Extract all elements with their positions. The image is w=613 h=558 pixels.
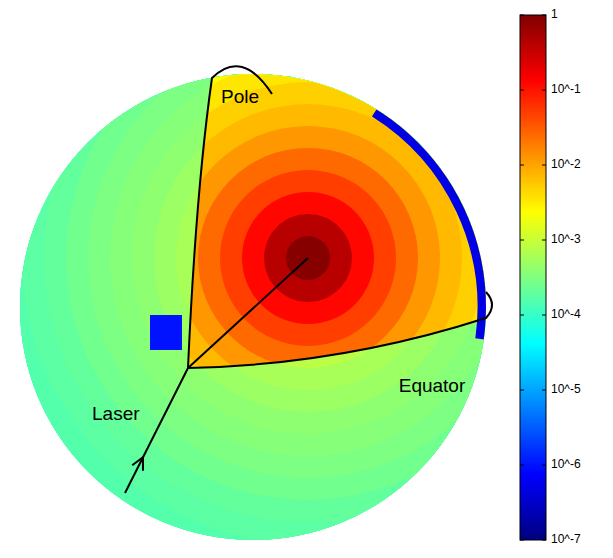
colorbar-tick [520,165,524,166]
entry-patch [150,315,182,350]
heat-ring [22,0,594,544]
laser-arrow [132,457,143,470]
colorbar-tick [542,15,546,16]
heat-ring [176,126,440,390]
heat-ring [0,0,613,558]
heat-ring [110,60,506,456]
rim-band [374,113,482,339]
heat-ring [0,0,613,558]
heat-ring [176,126,440,390]
colorbar-tick [542,90,546,91]
heat-ring [0,0,613,558]
colorbar-tick-label: 10^-6 [551,457,581,471]
heat-ring [88,38,528,478]
heat-ring [66,16,550,500]
heat-ring [0,0,613,558]
shadow-rings [0,0,613,558]
colorbar-tick [520,315,524,316]
colorbar-tick [542,240,546,241]
colorbar-tick [520,15,524,16]
heat-ring [66,16,550,500]
heat-ring [0,0,613,558]
colorbar-tick [520,465,524,466]
colorbar-tick [542,315,546,316]
colorbar-tick-label: 1 [551,7,558,21]
colorbar-tick [520,240,524,241]
pole-label: Pole [221,86,259,107]
colorbar-tick [520,390,524,391]
colorbar-tick [542,165,546,166]
axis-line [188,258,308,368]
colorbar-tick [542,390,546,391]
colorbar-tick-label: 10^-4 [551,307,581,321]
colorbar-tick-label: 10^-2 [551,157,581,171]
heat-ring [0,0,613,558]
colorbar-tick [520,90,524,91]
colorbar-tick-label: 10^-1 [551,82,581,96]
lit-rings [0,0,613,558]
heat-ring [132,82,484,434]
heat-ring [0,0,613,558]
rim-group [150,113,482,350]
heat-ring [132,82,484,434]
equator-label: Equator [399,375,466,396]
pole-line [188,66,272,368]
colorbar-tick-label: 10^-7 [551,532,581,546]
heat-ring [0,0,613,558]
laser-line [125,368,188,493]
colorbar-tick-label: 10^-3 [551,232,581,246]
colorbar-tick [520,540,524,541]
lit-region [0,0,613,558]
heat-ring [44,0,572,522]
laser-label: Laser [92,403,140,424]
colorbar [520,15,546,540]
heat-ring [0,0,613,558]
heat-ring [0,0,613,558]
heat-ring [88,38,528,478]
colorbar-tick-label: 10^-5 [551,382,581,396]
heat-ring [44,0,572,522]
equator-line [188,292,492,368]
figure: Pole Equator Laser 10^-7 10^-6 10^-5 10^-4 10^-… [0,0,613,558]
colorbar-tick [542,465,546,466]
heat-ring [110,60,506,456]
colorbar-tick [542,540,546,541]
heat-ring [22,0,594,544]
